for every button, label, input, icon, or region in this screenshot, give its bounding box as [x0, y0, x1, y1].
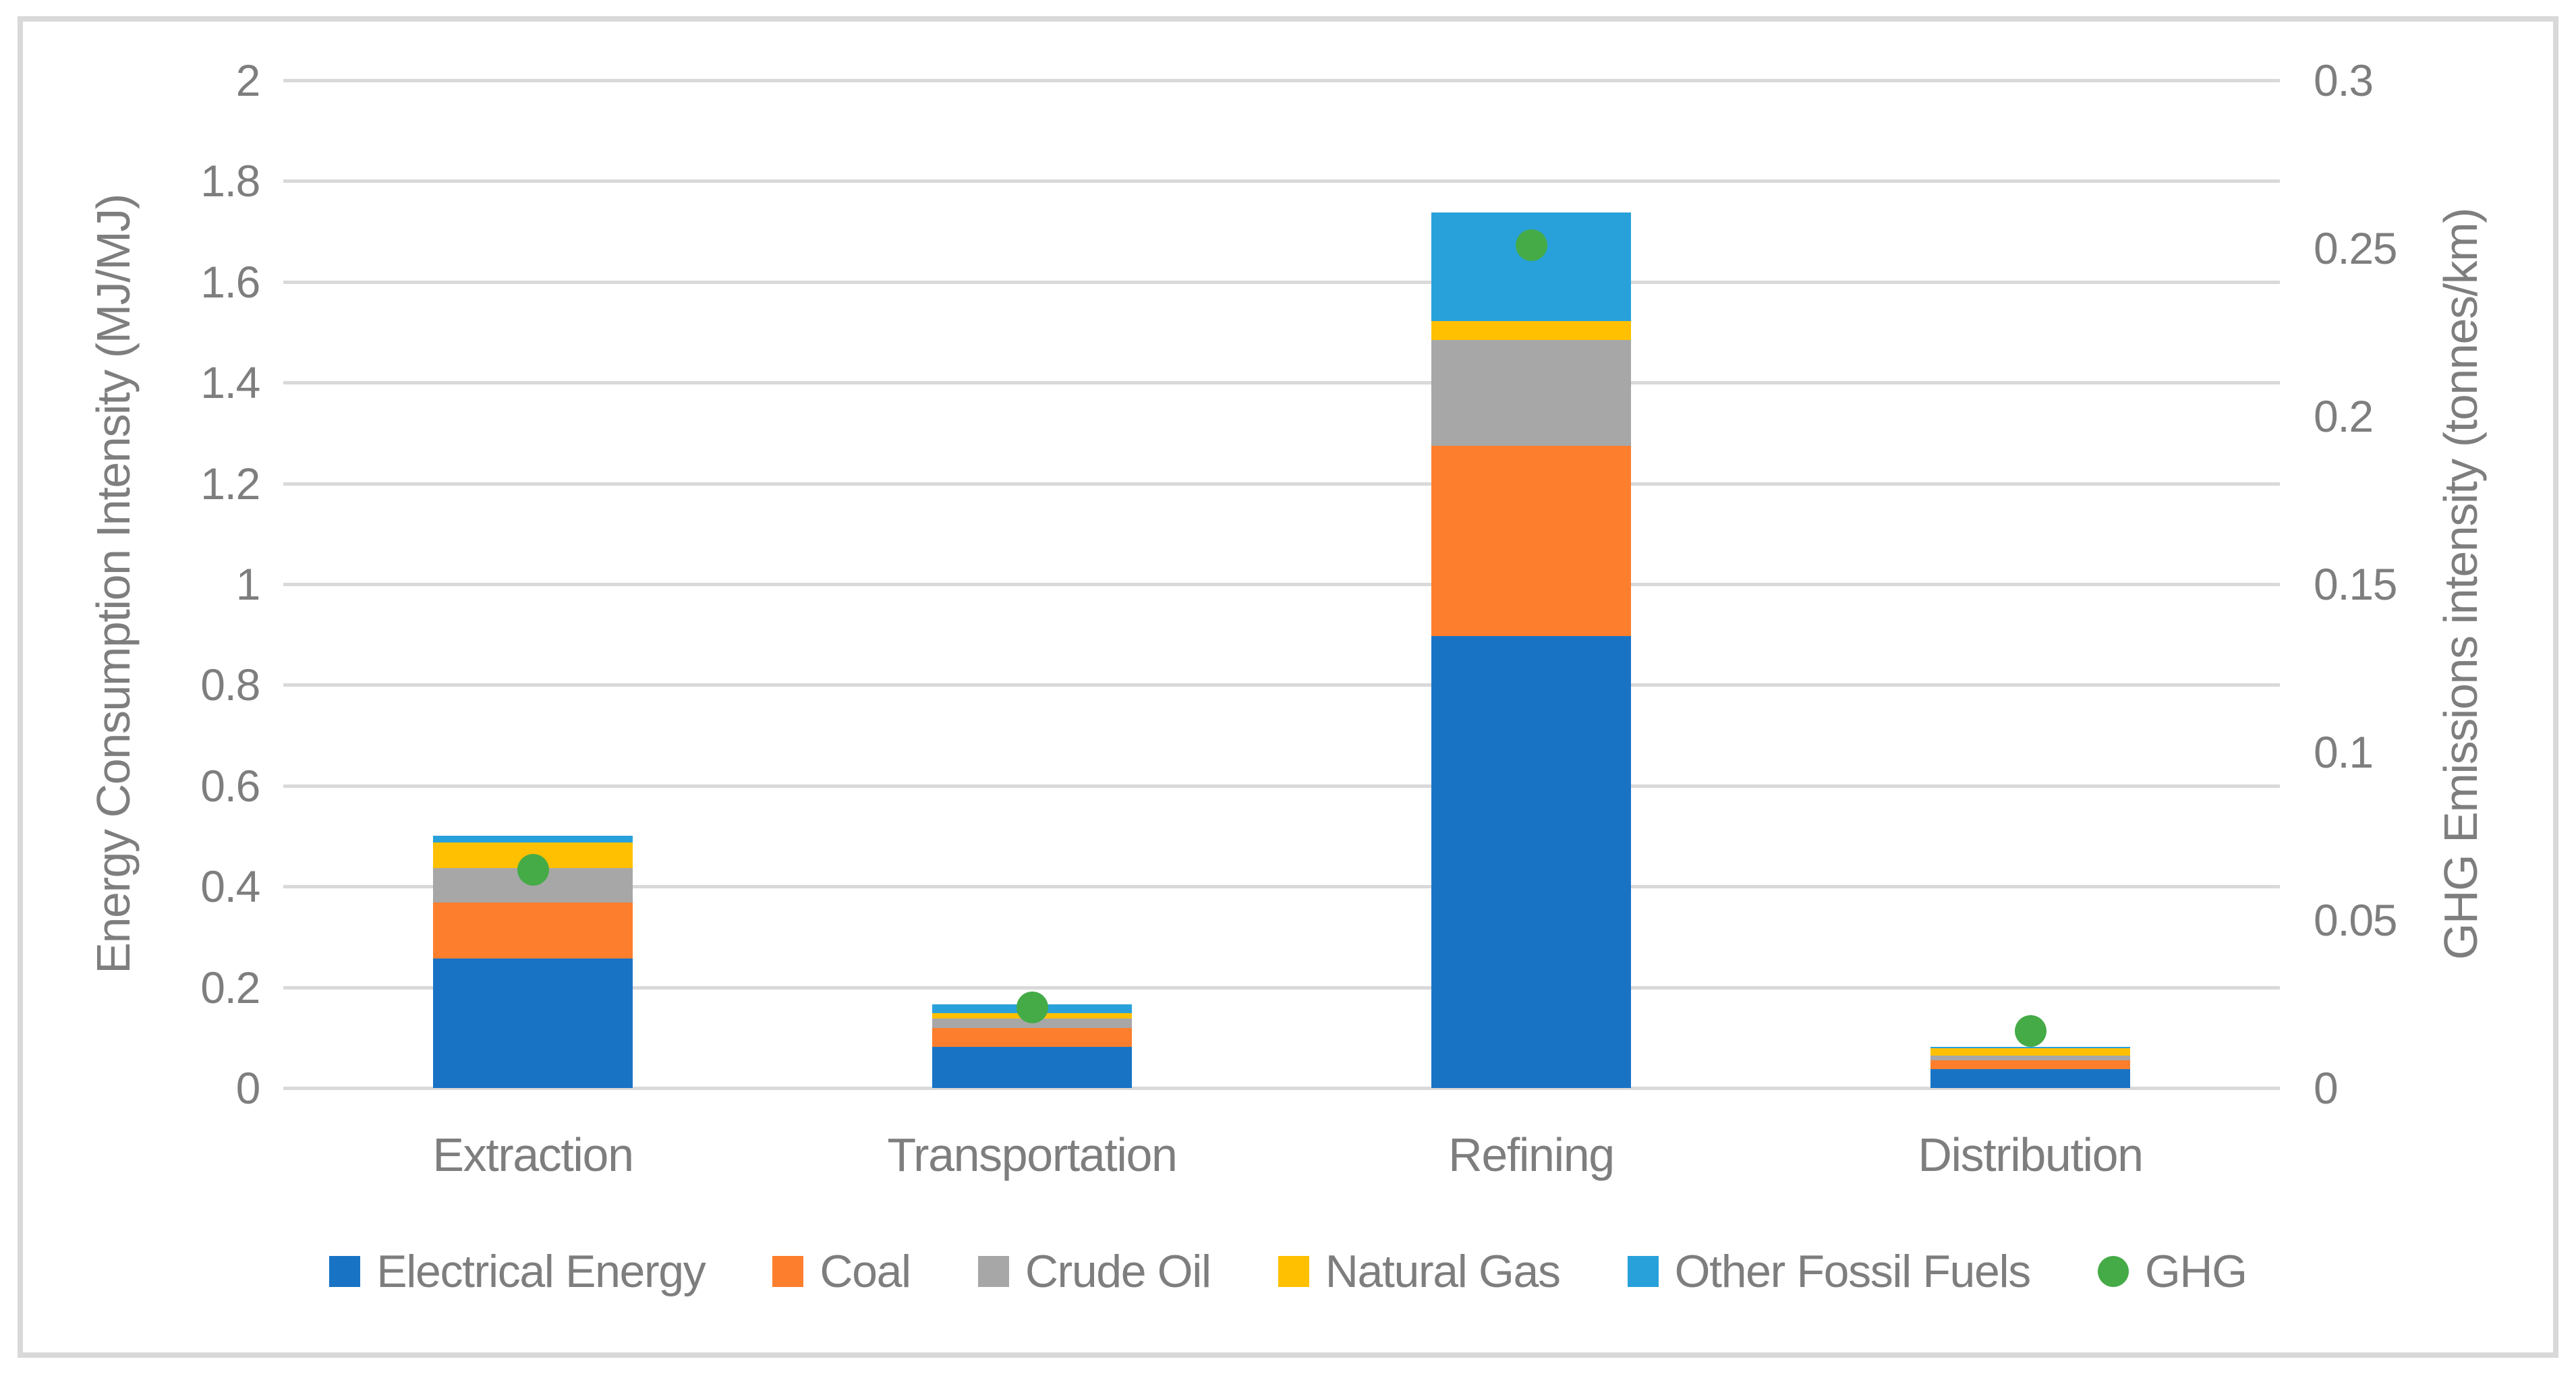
bar-segment-crude-oil [1431, 340, 1631, 447]
bar-segment-natural-gas [1930, 1048, 2130, 1056]
y2-axis-tick-label: 0.15 [2314, 559, 2398, 609]
legend-item-crude-oil: Crude Oil [977, 1245, 1211, 1298]
bar-segment-coal [433, 903, 633, 958]
bar-segment-electrical-energy [433, 958, 633, 1088]
y-axis-tick-label: 0 [235, 1063, 261, 1113]
legend-label: Other Fossil Fuels [1674, 1246, 2032, 1297]
gridline [283, 179, 2280, 183]
chart-border [18, 16, 2558, 1358]
bar-segment-coal [1431, 446, 1631, 636]
x-axis-category-label: Refining [1448, 1128, 1615, 1181]
x-axis-category-label: Extraction [432, 1128, 634, 1181]
y-axis-tick-label: 1.8 [200, 156, 260, 206]
y2-axis-tick-label: 0.25 [2314, 223, 2398, 273]
legend: Electrical Energy Coal Crude Oil Natural Ga… [0, 1244, 2576, 1298]
y-axis-tick-label: 2 [235, 55, 261, 105]
legend-marker-square-icon [772, 1256, 804, 1287]
gridline [283, 482, 2280, 486]
gridline [283, 280, 2280, 284]
y2-axis-tick-label: 0.3 [2314, 55, 2374, 105]
x-axis-category-label: Distribution [1918, 1128, 2144, 1181]
y2-axis-tick-label: 0 [2314, 1063, 2339, 1113]
legend-marker-square-icon [329, 1256, 361, 1287]
ghg-dot [517, 853, 549, 886]
legend-item-natural-gas: Natural Gas [1278, 1245, 1561, 1298]
bar-segment-other-fossil-fuels [433, 835, 633, 843]
ghg-dot [1016, 991, 1048, 1023]
bar-segment-crude-oil [932, 1018, 1132, 1029]
bar-segment-crude-oil [1930, 1056, 2130, 1060]
legend-marker-square-icon [1627, 1256, 1659, 1287]
gridline [283, 885, 2280, 889]
y-axis-tick-label: 0.2 [200, 962, 260, 1012]
bar-segment-coal [932, 1028, 1132, 1048]
legend-label: Electrical Energy [376, 1246, 706, 1297]
legend-label: Natural Gas [1325, 1246, 1561, 1297]
y2-axis-tick-label: 0.05 [2314, 895, 2398, 945]
gridline [283, 985, 2280, 990]
y-axis-tick-label: 1 [235, 559, 261, 609]
x-axis-category-label: Transportation [887, 1128, 1178, 1181]
ghg-dot [1515, 229, 1547, 261]
legend-label: GHG [2144, 1246, 2248, 1297]
x-axis-line [283, 1087, 2280, 1090]
legend-marker-square-icon [1278, 1256, 1309, 1287]
gridline [283, 79, 2280, 82]
bar-segment-coal [1930, 1060, 2130, 1069]
legend-item-other-fossil-fuels: Other Fossil Fuels [1627, 1245, 2032, 1298]
legend-item-ghg: GHG [2097, 1245, 2248, 1298]
bar-segment-electrical-energy [1431, 635, 1631, 1088]
y-axis-tick-label: 1.4 [200, 357, 260, 408]
bar-segment-electrical-energy [932, 1047, 1132, 1088]
bar-segment-other-fossil-fuels [1930, 1046, 2130, 1048]
y-axis-tick-label: 0.8 [200, 660, 260, 710]
y-axis-tick-label: 1.2 [200, 458, 260, 509]
legend-label: Coal [820, 1246, 911, 1297]
bar-segment-natural-gas [1431, 321, 1631, 341]
legend-label: Crude Oil [1025, 1246, 1211, 1297]
legend-item-coal: Coal [772, 1245, 911, 1298]
gridline [283, 583, 2280, 586]
legend-marker-square-icon [977, 1256, 1009, 1287]
y2-axis-tick-label: 0.1 [2314, 727, 2374, 777]
legend-item-electrical-energy: Electrical Energy [329, 1245, 706, 1298]
y-axis-tick-label: 1.6 [200, 256, 260, 307]
legend-marker-circle-icon [2097, 1256, 2129, 1287]
bar-segment-electrical-energy [1930, 1068, 2130, 1088]
y2-axis-tick-label: 0.2 [2314, 391, 2374, 441]
y-axis-tick-label: 0.4 [200, 861, 260, 912]
gridline [283, 683, 2280, 687]
gridline [283, 381, 2280, 385]
gridline [283, 784, 2280, 788]
y-axis-tick-label: 0.6 [200, 760, 260, 811]
ghg-dot [2014, 1014, 2047, 1047]
